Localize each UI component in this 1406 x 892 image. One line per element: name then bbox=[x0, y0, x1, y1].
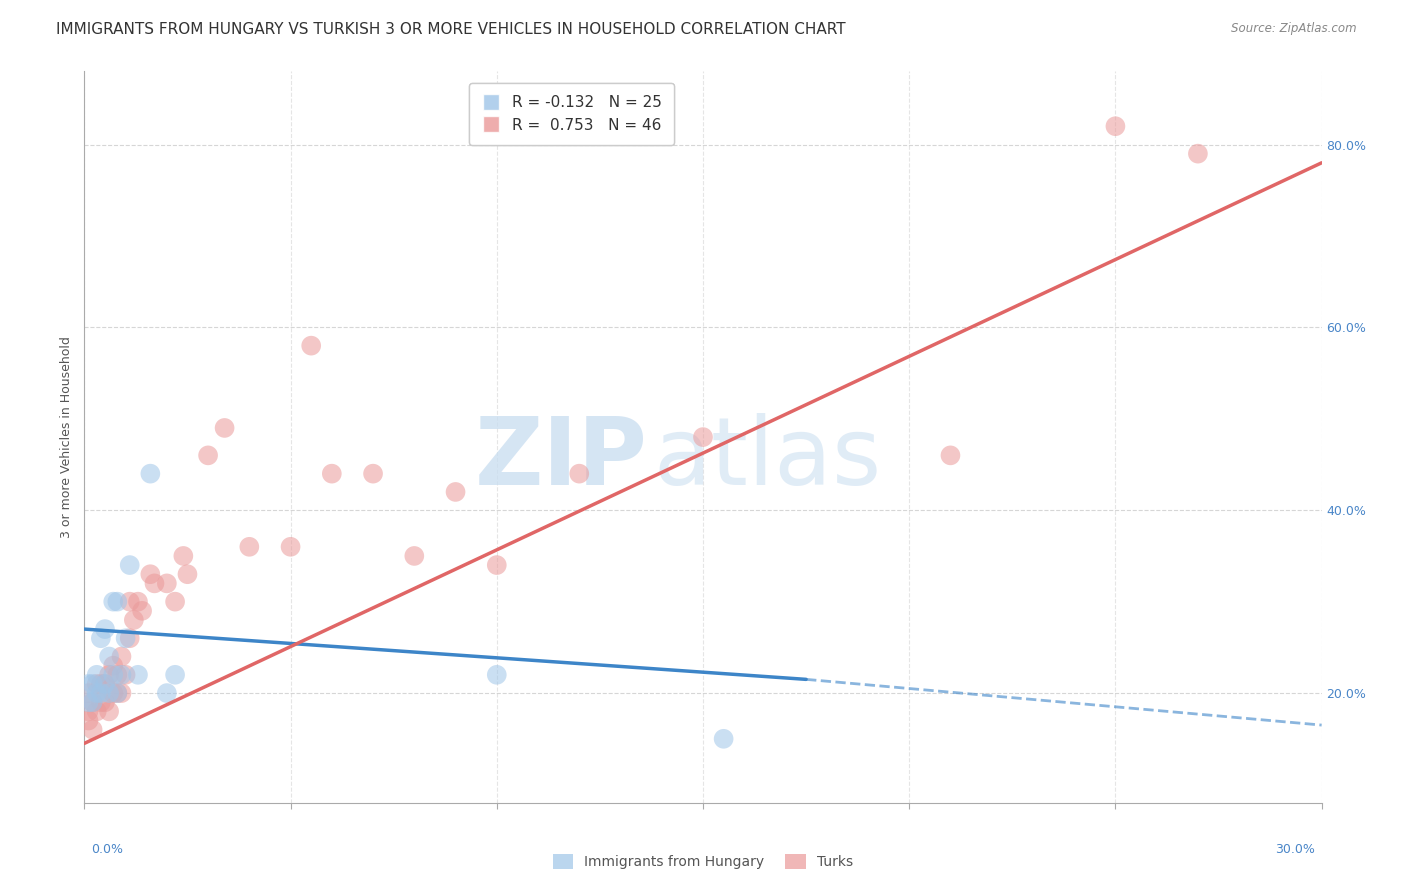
Point bbox=[105, 686, 128, 700]
Point bbox=[105, 686, 128, 700]
Text: Source: ZipAtlas.com: Source: ZipAtlas.com bbox=[1232, 22, 1357, 36]
Point bbox=[299, 339, 322, 353]
Point bbox=[568, 467, 591, 481]
Point bbox=[77, 686, 100, 700]
Legend: Immigrants from Hungary, Turks: Immigrants from Hungary, Turks bbox=[546, 847, 860, 876]
Point bbox=[713, 731, 735, 746]
Point bbox=[82, 695, 104, 709]
Point bbox=[122, 613, 145, 627]
Point bbox=[139, 567, 162, 582]
Point bbox=[98, 686, 121, 700]
Legend: R = -0.132   N = 25, R =  0.753   N = 46: R = -0.132 N = 25, R = 0.753 N = 46 bbox=[470, 83, 675, 145]
Point bbox=[127, 594, 149, 608]
Point bbox=[118, 558, 141, 573]
Point bbox=[82, 723, 104, 737]
Point bbox=[94, 622, 117, 636]
Point bbox=[86, 686, 108, 700]
Point bbox=[156, 576, 179, 591]
Point bbox=[1104, 120, 1126, 134]
Point bbox=[485, 558, 508, 573]
Point bbox=[110, 649, 132, 664]
Point bbox=[110, 686, 132, 700]
Point bbox=[110, 667, 132, 681]
Point bbox=[214, 421, 236, 435]
Point bbox=[94, 677, 117, 691]
Point bbox=[692, 430, 714, 444]
Point bbox=[404, 549, 426, 563]
Point bbox=[103, 594, 125, 608]
Point bbox=[90, 677, 112, 691]
Point bbox=[361, 467, 384, 481]
Point bbox=[86, 667, 108, 681]
Point bbox=[127, 667, 149, 681]
Text: ZIP: ZIP bbox=[474, 413, 647, 505]
Point bbox=[103, 667, 125, 681]
Point bbox=[444, 485, 467, 500]
Point bbox=[131, 604, 153, 618]
Point bbox=[90, 686, 112, 700]
Point bbox=[77, 714, 100, 728]
Text: 0.0%: 0.0% bbox=[91, 843, 124, 856]
Text: IMMIGRANTS FROM HUNGARY VS TURKISH 3 OR MORE VEHICLES IN HOUSEHOLD CORRELATION C: IMMIGRANTS FROM HUNGARY VS TURKISH 3 OR … bbox=[56, 22, 846, 37]
Point bbox=[94, 677, 117, 691]
Point bbox=[103, 658, 125, 673]
Point bbox=[165, 667, 187, 681]
Point bbox=[86, 705, 108, 719]
Point bbox=[98, 649, 121, 664]
Point bbox=[280, 540, 302, 554]
Y-axis label: 3 or more Vehicles in Household: 3 or more Vehicles in Household bbox=[60, 336, 73, 538]
Point bbox=[485, 667, 508, 681]
Point bbox=[82, 695, 104, 709]
Point bbox=[114, 667, 136, 681]
Point bbox=[90, 695, 112, 709]
Point bbox=[77, 705, 100, 719]
Point bbox=[77, 677, 100, 691]
Point bbox=[118, 632, 141, 646]
Point bbox=[105, 594, 128, 608]
Point bbox=[1187, 146, 1209, 161]
Point bbox=[114, 632, 136, 646]
Point bbox=[98, 667, 121, 681]
Point bbox=[165, 594, 187, 608]
Point bbox=[86, 677, 108, 691]
Point bbox=[176, 567, 198, 582]
Point bbox=[82, 677, 104, 691]
Point bbox=[156, 686, 179, 700]
Text: 30.0%: 30.0% bbox=[1275, 843, 1315, 856]
Point bbox=[77, 695, 100, 709]
Point bbox=[94, 695, 117, 709]
Point bbox=[90, 632, 112, 646]
Point bbox=[939, 448, 962, 462]
Point bbox=[118, 594, 141, 608]
Point bbox=[143, 576, 166, 591]
Point bbox=[238, 540, 260, 554]
Point bbox=[172, 549, 194, 563]
Point bbox=[197, 448, 219, 462]
Point bbox=[105, 667, 128, 681]
Point bbox=[98, 705, 121, 719]
Text: atlas: atlas bbox=[654, 413, 882, 505]
Point bbox=[321, 467, 343, 481]
Point bbox=[103, 686, 125, 700]
Point bbox=[139, 467, 162, 481]
